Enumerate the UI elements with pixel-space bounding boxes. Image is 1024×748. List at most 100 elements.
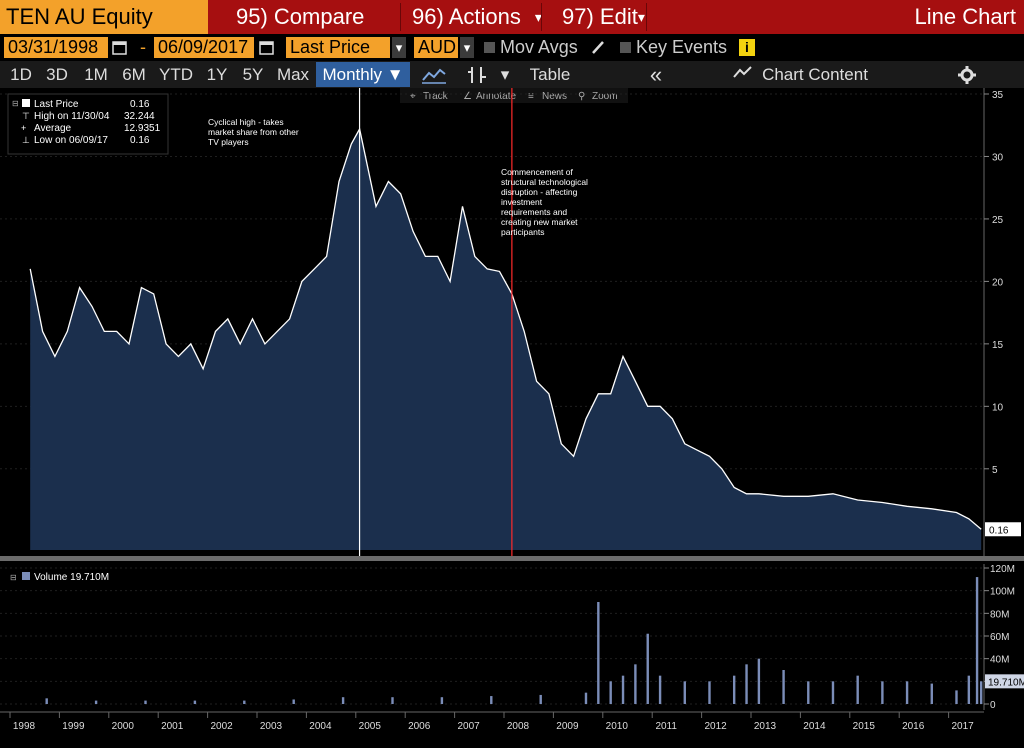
period-1d-button[interactable]: 1D (10, 64, 32, 84)
volume-legend[interactable]: ⊟ Volume 19.710M (10, 572, 109, 583)
volume-bar (782, 670, 785, 704)
start-date-field[interactable]: 03/31/1998 (4, 37, 108, 58)
legend-swatch (22, 99, 30, 107)
annotate-tool[interactable]: Annotate (476, 91, 516, 102)
currency-select[interactable]: AUD (414, 37, 458, 58)
y-tick-label: 60M (990, 632, 1009, 643)
line-chart-icon[interactable] (416, 62, 452, 87)
volume-bar (94, 700, 98, 704)
ticker-field[interactable]: TEN AU Equity (0, 0, 208, 34)
legend-average-icon: + (21, 123, 26, 133)
track-tool[interactable]: Track (423, 91, 449, 102)
annotation-cyclical-high[interactable]: Cyclical high - takes market share from … (208, 117, 299, 147)
zoom-icon[interactable]: ⚲ (578, 91, 585, 102)
price-field-select[interactable]: Last Price (286, 37, 390, 58)
mov-avgs-toggle[interactable]: Mov Avgs (484, 37, 578, 58)
volume-bar (490, 696, 493, 704)
x-tick-label: 2005 (359, 721, 382, 732)
info-icon[interactable]: i (739, 39, 755, 56)
volume-bars (45, 577, 983, 704)
period-max-button[interactable]: Max (276, 64, 310, 84)
date-controls-row: 03/31/1998 - 06/09/2017 Last Price ▾ AUD… (0, 34, 1024, 61)
frequency-select[interactable]: Monthly ▼ (316, 62, 410, 87)
svg-text:19.710M: 19.710M (988, 677, 1024, 688)
legend-collapse-icon[interactable]: ⊟ (12, 99, 19, 108)
period-1y-button[interactable]: 1Y (206, 64, 228, 84)
x-tick-label: 2012 (704, 721, 727, 732)
calendar-icon[interactable] (111, 39, 128, 56)
y-tick-label: 30 (992, 152, 1004, 163)
volume-bar (144, 700, 147, 704)
annotate-icon[interactable]: ∠ (463, 91, 472, 102)
price-legend[interactable]: ⊟ Last Price 0.16 ⊤ High on 11/30/04 32.… (7, 93, 169, 155)
track-icon[interactable]: ⌖ (410, 91, 416, 102)
volume-bar (658, 675, 662, 704)
chevron-down-icon[interactable]: ▾ (460, 37, 474, 58)
annotation-line: investment (501, 197, 543, 207)
x-tick-label: 2017 (951, 721, 974, 732)
period-3d-button[interactable]: 3D (46, 64, 68, 84)
volume-bar (905, 681, 909, 704)
y-tick-label: 80M (990, 609, 1009, 620)
volume-bar (732, 675, 736, 704)
zoom-tool[interactable]: Zoom (592, 91, 618, 102)
period-1m-button[interactable]: 1M (84, 64, 108, 84)
edit-button[interactable]: 97) Edit ▾ (562, 0, 645, 34)
collapse-left-icon[interactable]: « (649, 61, 663, 87)
x-tick-label: 2000 (112, 721, 135, 732)
period-5y-button[interactable]: 5Y (242, 64, 264, 84)
news-icon[interactable]: ≡ (528, 91, 534, 102)
legend-label: Last Price (34, 99, 79, 110)
volume-bar (292, 699, 295, 704)
toolbar-divider (541, 3, 542, 31)
x-tick-label: 2006 (408, 721, 431, 732)
candlestick-icon[interactable] (460, 62, 494, 87)
legend-box (7, 93, 169, 155)
volume-bar (634, 664, 637, 704)
x-axis-labels: 1998 1999 2000 2001 2002 2003 2004 2005 2006 2007… (9, 712, 974, 732)
gear-icon[interactable] (952, 62, 982, 87)
annotation-line: Cyclical high - takes (208, 117, 284, 127)
last-volume-tag: 19.710M (985, 674, 1024, 689)
annotation-disruption[interactable]: Commencement of structural technological… (501, 167, 588, 237)
x-tick-label: 2013 (754, 721, 777, 732)
y-tick-label: 10 (992, 402, 1004, 413)
calendar-icon[interactable] (258, 39, 275, 56)
legend-swatch (22, 572, 30, 580)
price-chart[interactable]: ⌖ Track ∠ Annotate ≡ News ⚲ Zoom Cyclica… (0, 88, 1024, 743)
y-tick-label: 120M (990, 564, 1015, 575)
y-tick-label: 25 (992, 215, 1004, 226)
y-tick-label: 40M (990, 655, 1009, 666)
volume-bar (757, 658, 761, 704)
chevron-down-icon[interactable]: ▾ (392, 37, 406, 58)
volume-bar (831, 681, 835, 704)
news-tool[interactable]: News (542, 91, 567, 102)
x-tick-label: 2016 (902, 721, 925, 732)
annotation-line: TV players (208, 137, 249, 147)
key-events-toggle[interactable]: Key Events (620, 37, 727, 58)
period-6m-button[interactable]: 6M (122, 64, 146, 84)
legend-collapse-icon[interactable]: ⊟ (10, 573, 17, 582)
volume-bar (807, 681, 810, 704)
end-date-field[interactable]: 06/09/2017 (154, 37, 254, 58)
chevron-down-icon[interactable]: ▾ (500, 64, 510, 84)
pencil-icon[interactable] (590, 39, 606, 56)
volume-bar (621, 675, 625, 704)
table-button[interactable]: Table (529, 64, 571, 84)
actions-button[interactable]: 96) Actions ▾ (412, 0, 542, 34)
x-tick-label: 2008 (507, 721, 530, 732)
volume-gridlines (0, 567, 984, 705)
x-tick-label: 2002 (210, 721, 233, 732)
compare-button[interactable]: 95) Compare (236, 4, 365, 29)
caret-down-icon: ▾ (637, 8, 645, 25)
panel-divider[interactable] (0, 556, 1024, 561)
volume-bar (646, 633, 649, 704)
chart-content-button[interactable]: Chart Content (730, 62, 870, 87)
x-tick-label: 2011 (655, 721, 677, 732)
date-range-dash: - (140, 37, 146, 57)
volume-bar (45, 698, 48, 704)
volume-bar (967, 675, 971, 704)
chart-area[interactable]: ⌖ Track ∠ Annotate ≡ News ⚲ Zoom Cyclica… (0, 88, 1024, 743)
period-ytd-button[interactable]: YTD (159, 64, 193, 84)
price-y-ticks: 5 10 15 20 25 30 35 (984, 90, 1004, 476)
